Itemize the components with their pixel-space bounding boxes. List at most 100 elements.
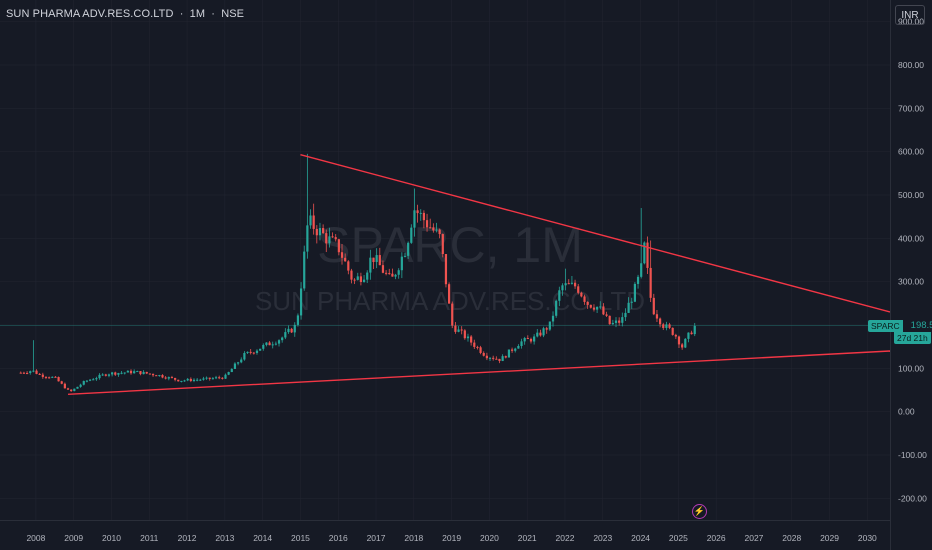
candle-body (633, 283, 637, 302)
candle-body (429, 227, 432, 229)
candle-body (196, 379, 199, 381)
candle-body (551, 315, 555, 322)
candle-body (325, 233, 328, 244)
candle-body (41, 374, 44, 377)
candle-body (444, 254, 448, 285)
y-tick-label: 300.00 (898, 277, 924, 287)
candle-body (492, 357, 495, 359)
candle-body (259, 348, 262, 351)
candle-body (466, 336, 470, 339)
candles (19, 153, 696, 392)
candle-body (340, 252, 344, 258)
candle-body (422, 212, 426, 221)
candle-body (101, 374, 104, 376)
y-tick-label: -100.00 (898, 450, 927, 460)
candle-body (334, 237, 337, 240)
candle-body (249, 351, 252, 353)
candle-body (366, 272, 369, 280)
candle-body (416, 210, 419, 214)
watermark-ticker: SPARC, 1M (317, 217, 583, 273)
candle-body (271, 344, 274, 346)
lightning-icon[interactable]: ⚡ (692, 504, 707, 519)
candle-body (592, 307, 596, 310)
candle-body (577, 286, 580, 293)
candle-body (322, 228, 325, 234)
candle-body (533, 336, 536, 342)
candle-body (85, 380, 89, 382)
candle-body (485, 355, 488, 359)
candle-body (690, 332, 693, 335)
candle-body (545, 328, 548, 330)
candle-body (32, 370, 35, 372)
candle-body (158, 375, 161, 377)
candle-body (542, 328, 545, 336)
candle-body (501, 356, 504, 362)
last-price-label: SPARC 198.54 (868, 319, 932, 332)
candle-body (359, 276, 363, 282)
candle-body (410, 227, 413, 243)
candle-body (618, 320, 621, 323)
candle-body (287, 328, 290, 333)
trendline (67, 350, 891, 396)
exchange: NSE (221, 8, 245, 20)
candle-body (265, 342, 268, 345)
candle-body (35, 370, 38, 374)
grid (0, 0, 890, 520)
candle-body (548, 321, 551, 330)
candle-body (596, 306, 599, 310)
candle-body (681, 344, 684, 348)
candle-body (643, 242, 646, 264)
candle-body (331, 236, 334, 238)
candle-body (419, 212, 422, 214)
candle-body (640, 263, 643, 277)
candle-body (397, 270, 400, 275)
candle-body (145, 371, 148, 374)
bar-countdown: 27d 21h (894, 331, 931, 344)
candle-body (356, 276, 359, 280)
candle-body (274, 343, 277, 345)
candle-body (435, 229, 438, 231)
candle-body (391, 273, 394, 277)
candle-body (73, 388, 76, 392)
candle-body (303, 251, 306, 289)
y-tick-label: 0.00 (898, 407, 915, 417)
x-tick-label: 2008 (26, 533, 45, 543)
candle-body (183, 380, 186, 382)
candle-body (318, 228, 322, 236)
candle-body (227, 372, 230, 375)
y-tick-label: 500.00 (898, 190, 924, 200)
candle-body (447, 284, 451, 304)
candle-body (120, 372, 123, 374)
price-axis: 900.00 800.00 700.00 600.00 500.00 400.00 300.… (898, 17, 927, 504)
candle-body (350, 270, 353, 280)
y-tick-label: 700.00 (898, 103, 924, 113)
last-price-symbol: SPARC (868, 319, 903, 332)
candle-body (362, 279, 366, 282)
candle-body (589, 304, 592, 308)
candle-body (476, 346, 479, 348)
candle-body (570, 282, 574, 284)
candle-body (60, 381, 63, 384)
y-tick-label: 400.00 (898, 233, 924, 243)
candle-body (536, 332, 539, 337)
y-tick-label: 900.00 (898, 17, 924, 27)
time-axis: 2008 2009 2010 2011 2012 2013 2014 2015 2016 2017… (26, 533, 877, 543)
candle-body (413, 210, 416, 228)
candle-body (290, 328, 293, 333)
candle-body (79, 384, 82, 387)
candle-body (66, 388, 70, 390)
candle-body (488, 357, 492, 359)
candle-body (161, 375, 164, 378)
candle-body (586, 301, 589, 305)
symbol-title[interactable]: SUN PHARMA ADV.RES.CO.LTD · 1M · NSE (6, 8, 244, 20)
candle-body (148, 373, 152, 375)
candle-body (507, 349, 511, 358)
y-tick-label: 100.00 (898, 363, 924, 373)
candle-body (236, 362, 240, 364)
x-tick-label: 2025 (669, 533, 688, 543)
x-tick-label: 2023 (593, 533, 612, 543)
candle-body (328, 236, 331, 244)
currency-button[interactable]: INR (895, 5, 925, 25)
